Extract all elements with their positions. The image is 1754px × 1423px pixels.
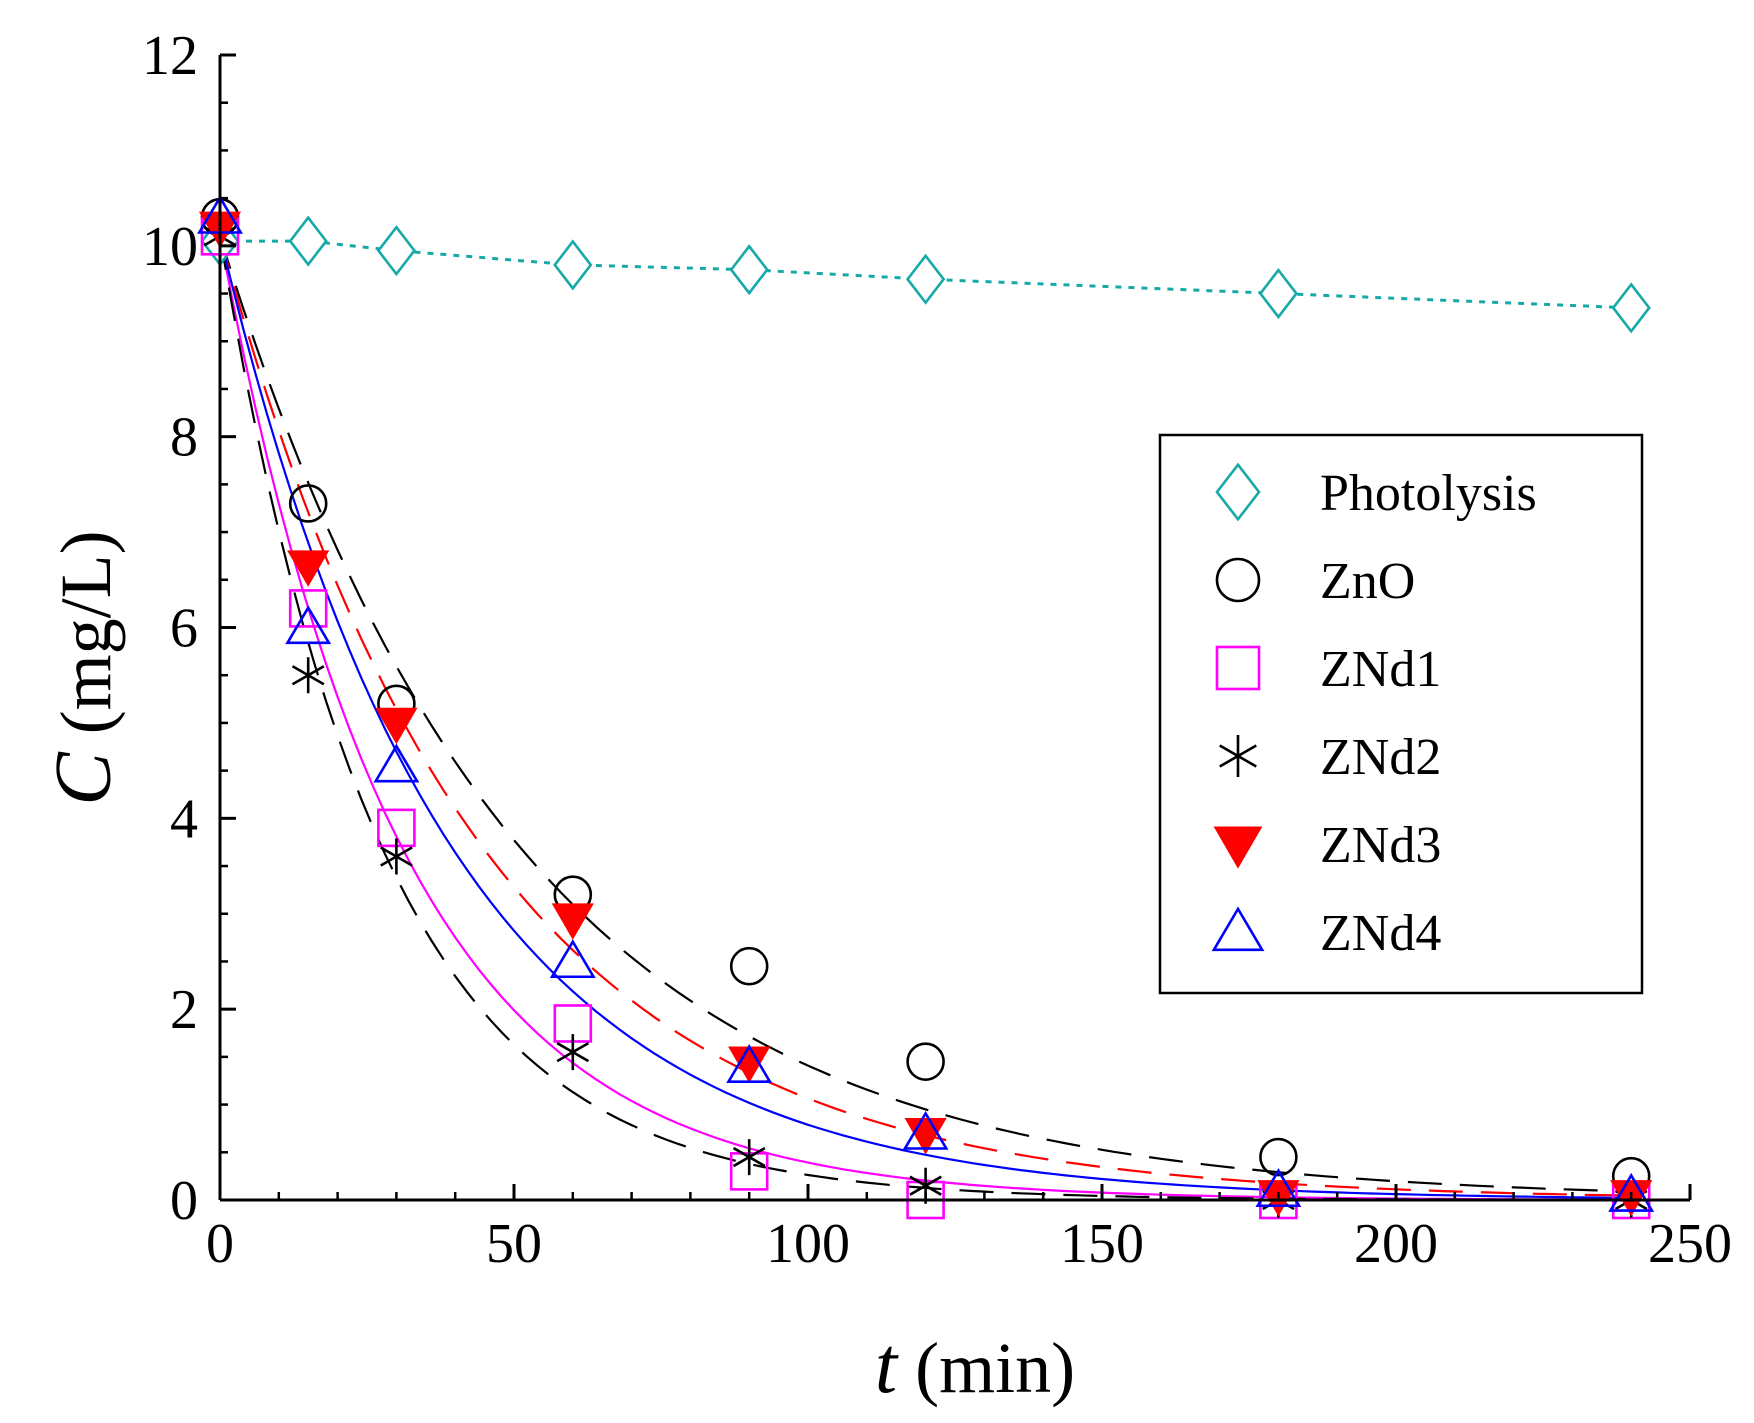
legend-box [1158,433,1644,995]
axes: 0 50 100 150 200 250 0 2 4 6 8 10 12 [142,25,1732,1275]
data-point-zno [729,946,769,986]
data-point-znd2 [380,838,413,875]
data-point-znd4 [373,743,420,783]
data-point-znd4 [902,1110,949,1150]
fit-curve-photolysis [220,239,1632,310]
data-point-znd3 [728,1046,771,1083]
x-axis-variable: t [875,1322,899,1410]
legend-marker-znd4 [1211,906,1265,952]
data-point-znd4 [285,605,332,645]
y-tick-label: 0 [170,1170,198,1232]
y-tick-label: 6 [170,598,198,660]
x-tick-label: 100 [766,1213,850,1275]
data-point-photolysis [905,253,946,305]
x-axis-title: t (min) [875,1322,1075,1410]
data-point-znd3 [904,1118,947,1155]
legend-marker-photolysis [1215,462,1261,522]
data-point-zno [1259,1137,1298,1177]
legend-label-znd3: ZNd3 [1320,817,1441,874]
data-point-photolysis [1258,268,1299,320]
data-point-znd4 [1255,1168,1302,1208]
legend-label-zno: ZnO [1320,553,1415,610]
legend-marker-znd3 [1213,826,1263,869]
data-point-photolysis [729,244,769,296]
x-tick-label: 50 [486,1213,542,1275]
y-tick-label: 10 [142,216,198,278]
data-point-znd2 [732,1139,766,1176]
data-point-znd3 [375,707,418,745]
legend-marker-znd2 [1219,735,1257,777]
y-tick-label: 12 [142,25,198,87]
y-tick-label: 8 [170,407,198,469]
x-tick-label: 250 [1648,1213,1732,1275]
data-point-znd4 [1608,1172,1655,1212]
legend-label-photolysis: Photolysis [1320,465,1537,522]
x-tick-label: 150 [1060,1213,1144,1275]
y-tick-label: 2 [170,979,198,1041]
fit-curve-zno [218,235,1632,1193]
data-point-zno [288,484,328,523]
data-point-znd4 [726,1044,773,1084]
x-axis-unit: (min) [915,1328,1075,1408]
data-point-photolysis [1611,282,1651,334]
data-point-znd3 [551,903,594,940]
y-axis-unit: (mg/L) [46,530,126,734]
legend: Photolysis ZnO ZNd1 ZNd2 ZNd3 ZNd4 [1158,433,1644,995]
x-tick-label: 0 [206,1213,234,1275]
data-point-znd1 [288,589,328,628]
y-axis-variable: C [40,751,128,806]
data-point-znd3 [287,550,330,587]
data-point-zno [906,1042,945,1081]
y-axis-title: C (mg/L) [40,530,128,805]
y-tick-label: 4 [170,788,198,850]
data-point-znd2 [291,657,325,694]
data-point-photolysis [288,215,328,267]
legend-label-znd1: ZNd1 [1320,641,1441,698]
data-point-znd2 [556,1034,590,1071]
x-tick-label: 200 [1354,1213,1438,1275]
data-point-photolysis [553,239,593,291]
legend-label-znd4: ZNd4 [1320,905,1441,962]
legend-marker-znd1 [1215,645,1261,691]
legend-marker-zno [1215,557,1261,603]
data-point-photolysis [376,225,417,277]
axis-titles: t (min) C (mg/L) [40,530,1075,1410]
legend-label-znd2: ZNd2 [1320,729,1441,786]
data-point-znd4 [549,939,596,979]
